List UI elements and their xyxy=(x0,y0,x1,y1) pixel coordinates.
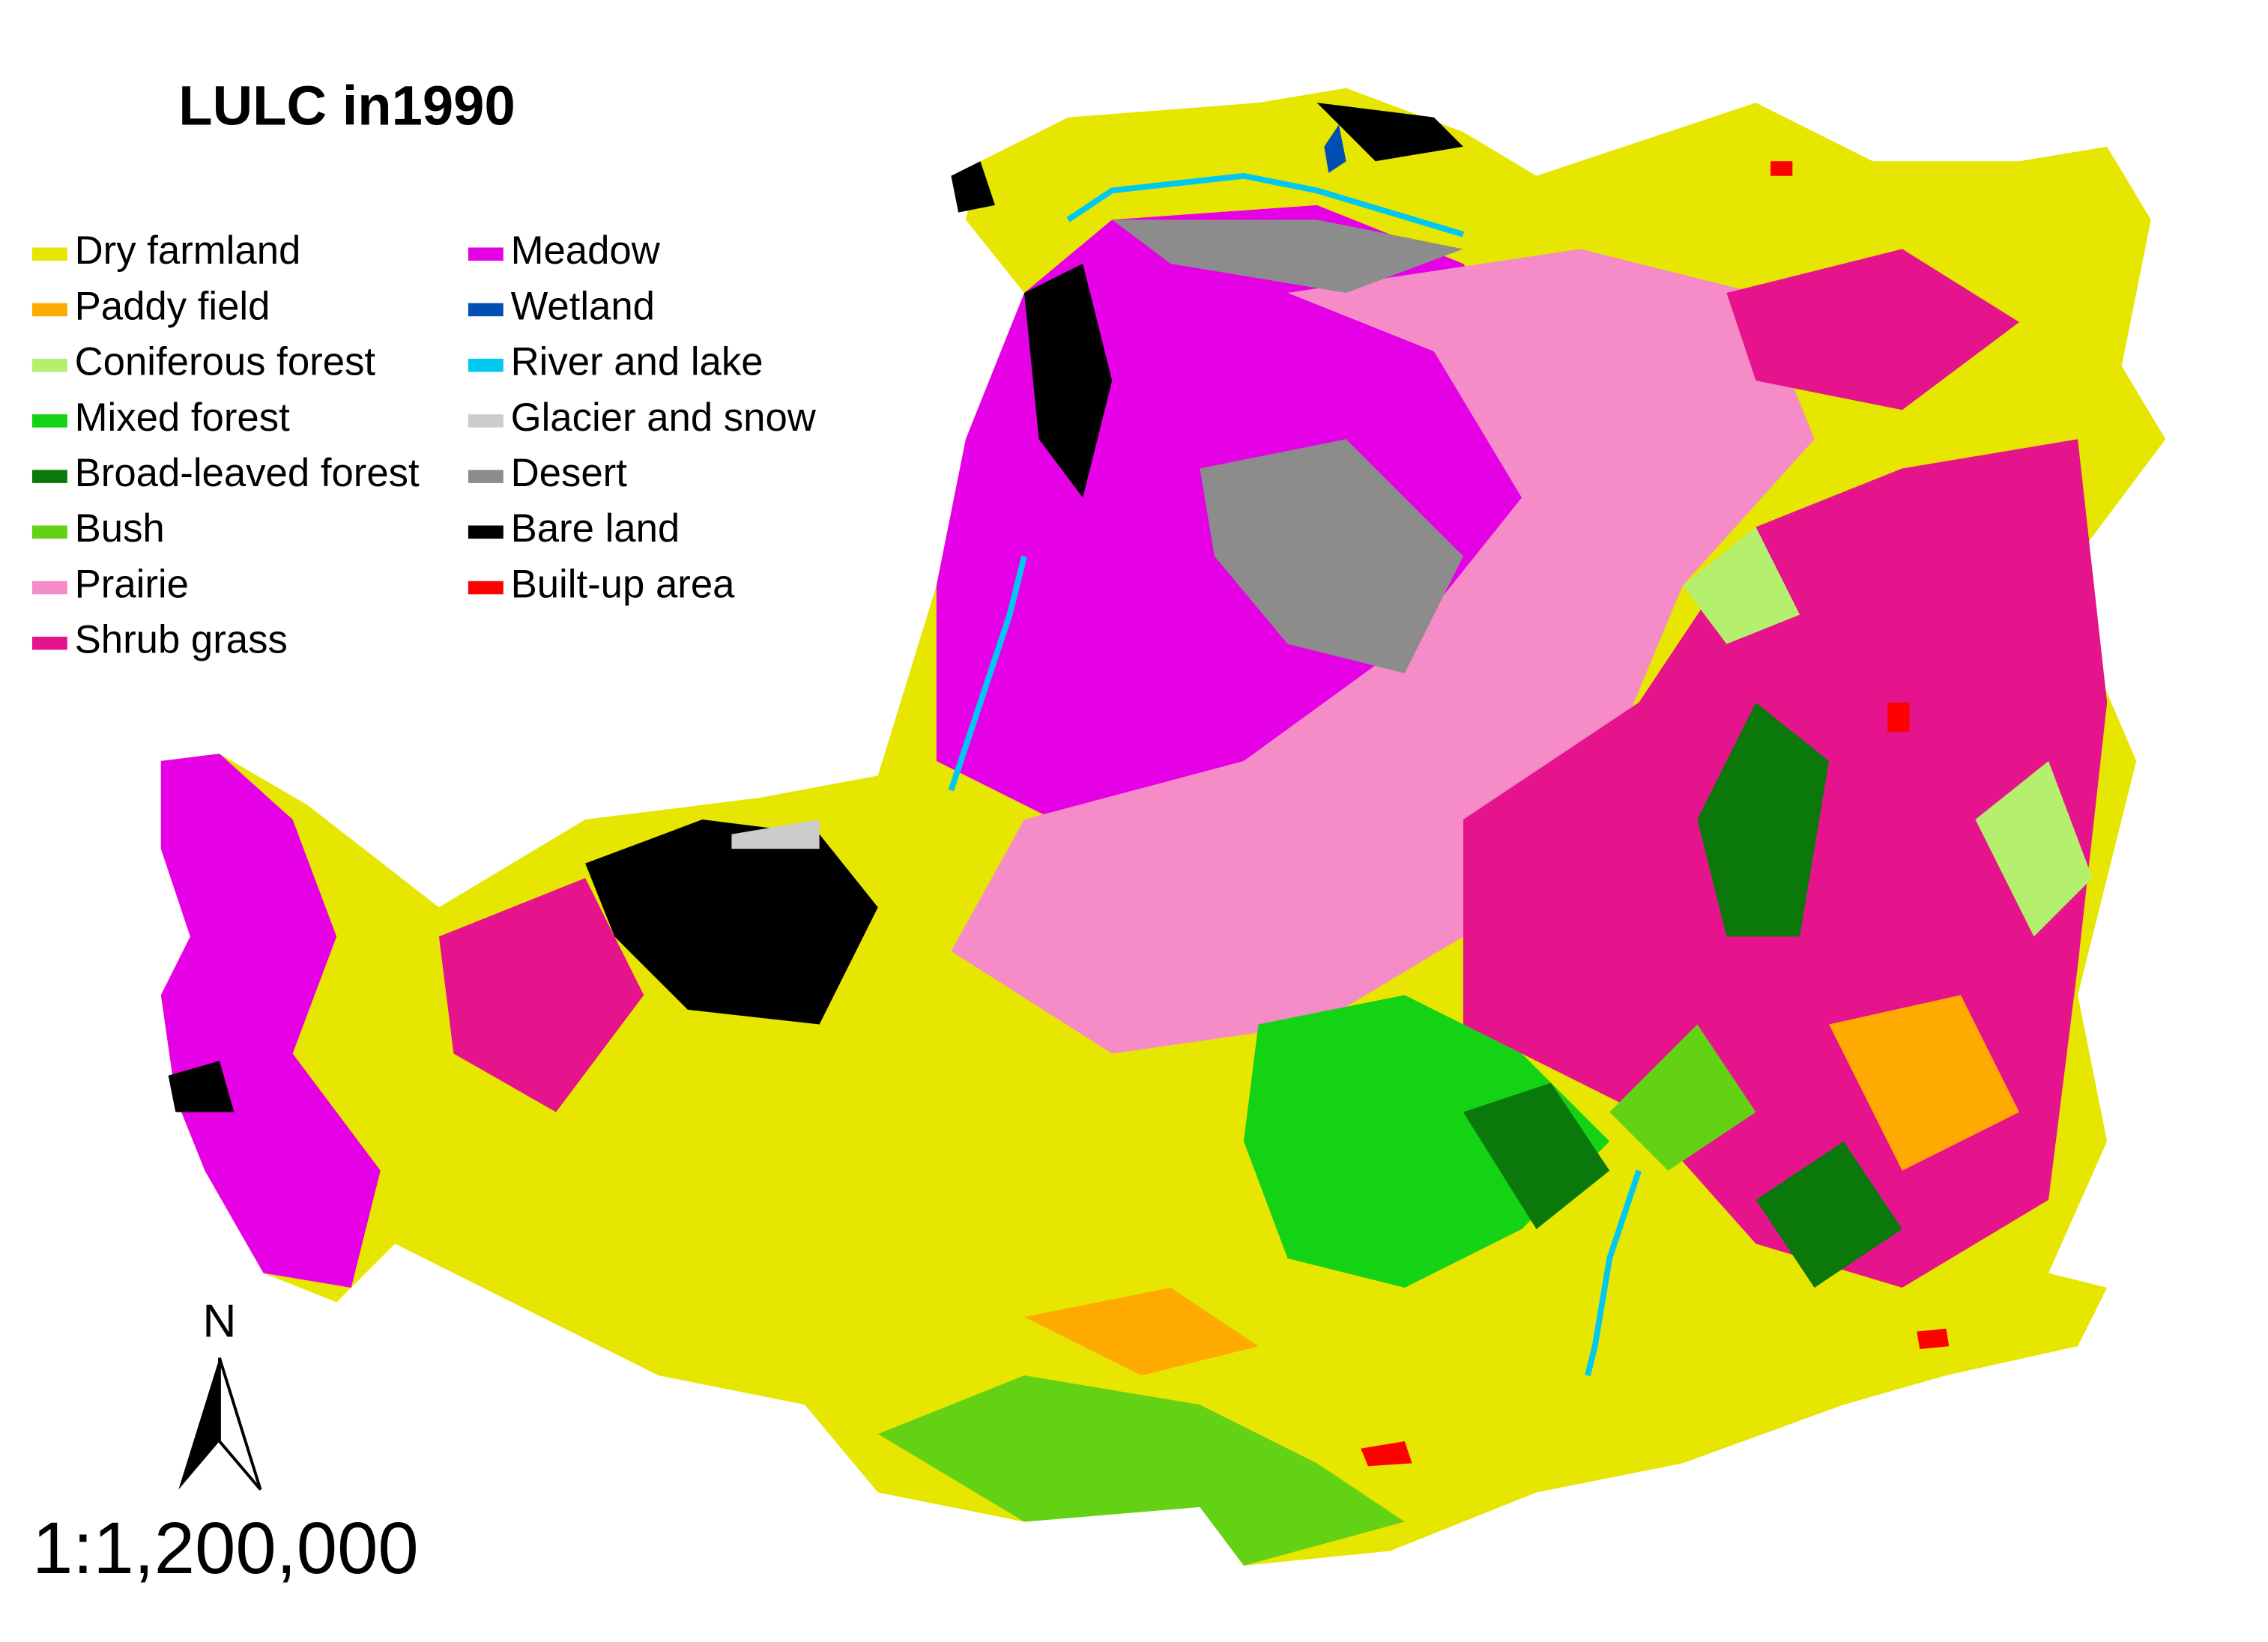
legend-swatch xyxy=(31,247,67,261)
paddy-zone xyxy=(1024,995,2020,1376)
legend-label: Desert xyxy=(511,451,628,495)
legend-label: Broad-leaved forest xyxy=(75,451,420,495)
legend-label: Built-up area xyxy=(511,562,736,606)
legend-label: Shrub grass xyxy=(75,618,288,662)
legend: Dry farmland Paddy field Coniferous forest… xyxy=(31,228,817,662)
legend-label: Coniferous forest xyxy=(75,340,376,384)
legend-label: Bush xyxy=(75,506,165,551)
legend-label: Prairie xyxy=(75,562,189,606)
legend-label: Dry farmland xyxy=(75,228,301,273)
scale-label: 1:1,200,000 xyxy=(32,1507,419,1589)
legend-swatch xyxy=(468,358,504,372)
forest-zone xyxy=(1682,527,2093,937)
forest-zone xyxy=(877,1024,1756,1566)
legend-label: Bare land xyxy=(511,506,680,551)
legend-swatch xyxy=(31,470,67,483)
north-label: N xyxy=(202,1294,236,1347)
legend-swatch xyxy=(468,414,504,428)
legend-swatch xyxy=(31,414,67,428)
north-arrow xyxy=(217,1357,262,1491)
legend-label: Wetland xyxy=(511,284,655,328)
shrub-grass-zone xyxy=(438,878,644,1112)
north-arrow xyxy=(178,1357,220,1490)
forest-zone xyxy=(1243,995,1610,1288)
legend-swatch xyxy=(31,636,67,650)
legend-label: Mixed forest xyxy=(75,396,290,440)
legend-label: Meadow xyxy=(511,228,661,273)
legend-swatch xyxy=(468,581,504,595)
legend-swatch xyxy=(31,581,67,595)
legend-swatch xyxy=(468,470,504,483)
legend-swatch xyxy=(31,358,67,372)
legend-swatch xyxy=(31,303,67,317)
legend-label: River and lake xyxy=(511,340,763,384)
map-title: LULC in1990 xyxy=(178,74,515,136)
desert-zone xyxy=(1112,219,1463,673)
river xyxy=(948,172,1642,1377)
meadow-zone xyxy=(160,754,381,1288)
legend-swatch xyxy=(31,525,67,539)
glacier-zone xyxy=(731,820,820,849)
forest-zone xyxy=(1463,702,1902,1288)
shrub-grass-zone xyxy=(1726,249,2020,410)
legend-swatch xyxy=(468,303,504,317)
land-cover-map xyxy=(160,88,2166,1566)
wetland-patch xyxy=(1324,124,1346,173)
legend-swatch xyxy=(468,525,504,539)
prairie-zone xyxy=(951,249,1815,1054)
legend-swatch xyxy=(468,247,504,261)
legend-label: Glacier and snow xyxy=(511,396,817,440)
legend-label: Paddy field xyxy=(75,284,270,328)
bare-land-zone xyxy=(168,103,1463,1112)
